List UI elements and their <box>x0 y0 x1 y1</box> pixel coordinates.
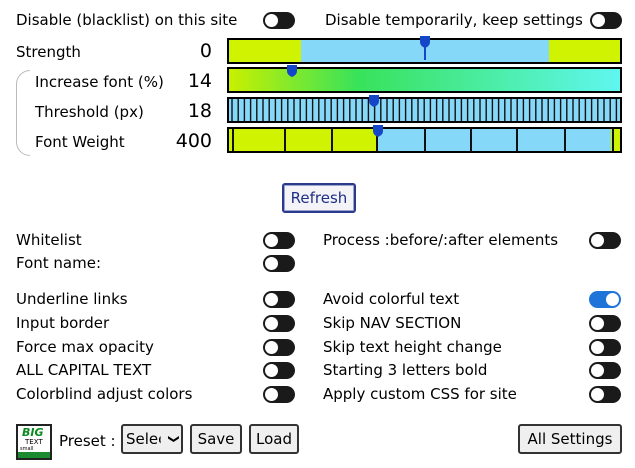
increase-font-track <box>229 69 620 91</box>
starting-bold-toggle[interactable] <box>589 362 621 379</box>
disable-temp-label: Disable temporarily, keep settings <box>325 11 583 29</box>
logo-big-text: BIG <box>22 426 44 439</box>
threshold-track <box>229 99 620 121</box>
preset-label: Preset : <box>59 432 116 450</box>
process-before-after-toggle[interactable] <box>589 232 621 249</box>
threshold-slider[interactable] <box>227 95 622 123</box>
colorblind-label: Colorblind adjust colors <box>16 385 193 403</box>
toggle-knob <box>591 234 604 247</box>
whitelist-label: Whitelist <box>16 231 82 249</box>
toggle-knob <box>265 234 278 247</box>
threshold-slider-thumb[interactable] <box>368 95 380 111</box>
logo-text-text: TEXT <box>25 438 43 446</box>
process-before-after-label: Process :before/:after elements <box>323 231 559 249</box>
toggle-knob <box>265 14 278 27</box>
logo-stripe <box>18 452 50 458</box>
font-name-toggle[interactable] <box>263 255 295 272</box>
toggle-knob <box>265 293 278 306</box>
toggle-knob <box>591 341 604 354</box>
skip-nav-label: Skip NAV SECTION <box>323 314 462 332</box>
input-border-toggle[interactable] <box>263 315 295 332</box>
refresh-button[interactable]: Refresh <box>282 183 356 213</box>
skip-height-label: Skip text height change <box>323 338 502 356</box>
force-max-opacity-toggle[interactable] <box>263 339 295 356</box>
skip-height-toggle[interactable] <box>589 339 621 356</box>
input-border-label: Input border <box>16 314 110 332</box>
avoid-colorful-toggle[interactable] <box>589 291 621 308</box>
font-name-label: Font name: <box>16 254 102 272</box>
custom-css-toggle[interactable] <box>589 386 621 403</box>
logo-small-text: small <box>20 446 34 452</box>
save-button[interactable]: Save <box>190 424 242 454</box>
colorblind-toggle[interactable] <box>263 386 295 403</box>
font-weight-label: Font Weight <box>35 133 125 151</box>
font-weight-value: 400 <box>175 130 212 152</box>
toggle-knob <box>265 364 278 377</box>
preset-select[interactable]: Select ❯ <box>121 424 183 454</box>
increase-font-label: Increase font (%) <box>35 73 164 91</box>
all-capital-label: ALL CAPITAL TEXT <box>16 361 152 379</box>
all-settings-button[interactable]: All Settings <box>518 424 622 454</box>
toggle-knob <box>592 14 605 27</box>
toggle-knob <box>265 341 278 354</box>
threshold-value: 18 <box>187 100 212 122</box>
toggle-knob <box>591 317 604 330</box>
avoid-colorful-label: Avoid colorful text <box>323 290 460 308</box>
bracket-decoration <box>16 70 30 156</box>
increase-font-slider-thumb[interactable] <box>286 65 298 81</box>
increase-font-value: 14 <box>187 70 212 92</box>
disable-site-toggle[interactable] <box>263 12 295 29</box>
threshold-label: Threshold (px) <box>35 103 144 121</box>
strength-label: Strength <box>16 43 81 61</box>
toggle-knob <box>265 317 278 330</box>
underline-links-label: Underline links <box>16 290 128 308</box>
disable-temp-toggle[interactable] <box>590 12 622 29</box>
custom-css-label: Apply custom CSS for site <box>323 385 517 403</box>
strength-slider[interactable] <box>227 36 622 64</box>
starting-bold-label: Starting 3 letters bold <box>323 361 488 379</box>
skip-nav-toggle[interactable] <box>589 315 621 332</box>
whitelist-toggle[interactable] <box>263 232 295 249</box>
font-weight-track <box>229 129 620 151</box>
toggle-knob <box>606 293 619 306</box>
font-weight-slider[interactable] <box>227 125 622 153</box>
underline-links-toggle[interactable] <box>263 291 295 308</box>
load-button[interactable]: Load <box>249 424 299 454</box>
font-weight-slider-thumb[interactable] <box>372 125 384 141</box>
toggle-knob <box>265 257 278 270</box>
disable-site-label: Disable (blacklist) on this site <box>16 11 238 29</box>
app-logo: BIG TEXT small <box>16 424 52 460</box>
strength-value: 0 <box>199 40 212 62</box>
toggle-knob <box>591 364 604 377</box>
chevron-down-icon: ❯ <box>160 432 181 446</box>
toggle-knob <box>265 388 278 401</box>
toggle-knob <box>591 388 604 401</box>
all-capital-toggle[interactable] <box>263 362 295 379</box>
force-max-opacity-label: Force max opacity <box>16 338 154 356</box>
strength-slider-thumb[interactable] <box>419 36 431 60</box>
increase-font-slider[interactable] <box>227 65 622 93</box>
